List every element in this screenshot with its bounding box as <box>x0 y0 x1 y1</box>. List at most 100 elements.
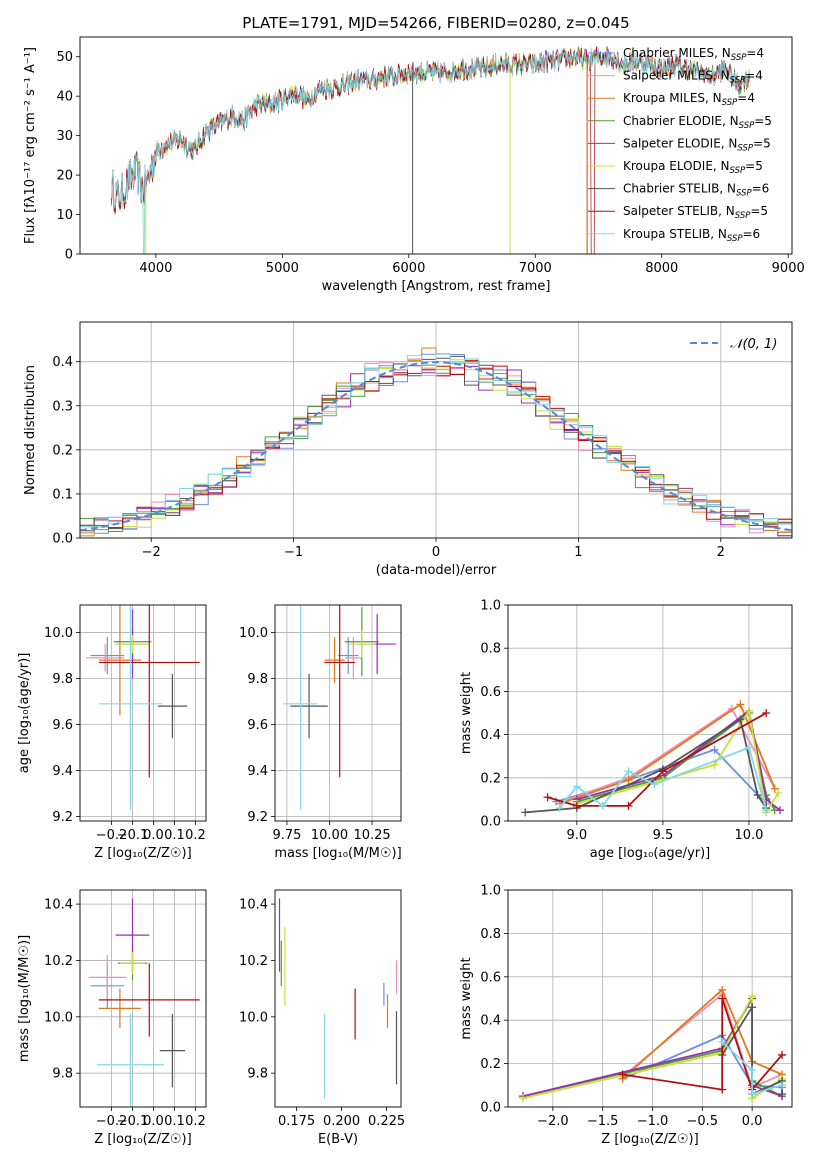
x-tick-label: 9000 <box>772 261 805 276</box>
y-tick-label: 10.2 <box>44 954 73 969</box>
y-tick-label: 1.0 <box>480 884 501 899</box>
y-tick-label: 9.8 <box>52 672 73 687</box>
y-tick-label: 9.2 <box>52 810 73 825</box>
errorbar-point <box>115 634 150 654</box>
y-tick-label: 10.0 <box>239 1010 268 1025</box>
x-tick-label: 2 <box>717 545 725 560</box>
y-tick-label: 0.1 <box>52 487 73 502</box>
weight-marker <box>555 804 564 813</box>
x-tick-label: 0.0 <box>742 1114 763 1129</box>
errorbar-point <box>98 605 200 778</box>
y-tick-label: 9.4 <box>247 764 268 779</box>
weight-marker <box>770 784 779 793</box>
weight-marker <box>518 1094 527 1103</box>
x-tick-label: −0.5 <box>687 1114 719 1129</box>
x-tick-label: 1 <box>574 545 582 560</box>
weight-marker <box>778 1081 787 1090</box>
y-tick-label: 10.0 <box>44 626 73 641</box>
weight-series-salpeter-stelib <box>543 709 771 810</box>
weight-marker <box>748 1066 757 1075</box>
y-tick-label: 50 <box>56 50 73 65</box>
legend-entry: Kroupa ELODIE, NSSP=5 <box>623 159 763 176</box>
errorbar-point <box>338 637 359 674</box>
x-tick-label: 4000 <box>139 261 172 276</box>
x-tick-label: −1.5 <box>587 1114 619 1129</box>
weight-marker <box>624 767 633 776</box>
y-tick-label: 0.6 <box>480 685 501 700</box>
mass_vs_ebv-plot-area <box>278 898 398 1099</box>
mass_vs_ebv-xlabel: E(B-V) <box>318 1132 358 1147</box>
errorbar-point <box>290 673 328 739</box>
spectrum-xlabel: wavelength [Angstrom, rest frame] <box>322 279 551 294</box>
weight_vs_age-axes: 9.0 9.5 10.0 0.0 0.2 0.4 0.6 0.8 1.0 age [log₁₀(a… <box>459 599 793 861</box>
errorbar-point <box>324 637 345 684</box>
errorbar-point <box>88 954 127 1000</box>
errorbar-point <box>344 637 362 679</box>
weight-marker <box>624 775 633 784</box>
errorbar-point <box>98 605 162 810</box>
y-tick-label: 30 <box>56 129 73 144</box>
weight-marker <box>736 700 745 709</box>
errorbar-point <box>96 1014 164 1107</box>
age_vs_Z-ylabel: age [log₁₀(age/yr)] <box>17 653 32 774</box>
x-tick-label: −0.2 <box>96 828 128 843</box>
y-tick-label: 0.4 <box>52 355 73 370</box>
errorbar-point <box>119 952 146 975</box>
x-tick-label: 10.00 <box>311 828 348 843</box>
y-tick-label: 0.2 <box>52 443 73 458</box>
weight-series-kroupa-stelib <box>555 743 771 815</box>
weight-marker <box>572 801 581 810</box>
x-tick-label: 0.175 <box>278 1114 315 1129</box>
spectrum-ylabel: Flux [fλ10⁻¹⁷ erg cm⁻² s⁻¹ A⁻¹] <box>23 47 38 244</box>
mass_vs_Z-frame <box>79 889 207 1108</box>
weight-series-kroupa-stelib <box>718 1037 787 1098</box>
x-tick-label: 0.0 <box>143 1114 164 1129</box>
y-tick-label: 9.6 <box>52 718 73 733</box>
y-tick-label: 9.6 <box>247 718 268 733</box>
residuals-xlabel: (data-model)/error <box>376 563 497 578</box>
residuals-frame <box>79 321 793 539</box>
spectrum-title: PLATE=1791, MJD=54266, FIBERID=0280, z=0… <box>242 14 629 32</box>
weight-marker <box>650 780 659 789</box>
legend-entry: Chabrier ELODIE, NSSP=5 <box>623 114 772 131</box>
mass_vs_ebv-frame <box>274 889 402 1108</box>
weight_vs_Z-frame <box>507 889 793 1108</box>
weight-marker <box>778 1050 787 1059</box>
y-tick-label: 0.0 <box>480 815 501 830</box>
residuals-axes: −2 −1 0 1 2 0.0 0.1 0.2 0.3 0.4 (data-model)/error… <box>23 321 793 578</box>
weight-marker <box>744 743 753 752</box>
weight_vs_Z-ylabel: mass weight <box>459 957 474 1039</box>
weight-marker <box>543 793 552 802</box>
x-tick-label: 0.0 <box>143 828 164 843</box>
x-tick-label: 8000 <box>645 261 678 276</box>
errorbar-point <box>98 988 141 1029</box>
y-tick-label: 9.8 <box>52 1067 73 1082</box>
weight-marker <box>658 767 667 776</box>
weight-marker <box>618 1070 627 1079</box>
weight-marker <box>736 715 745 724</box>
weight-marker <box>718 1037 727 1046</box>
mass_vs_Z-plot-area <box>80 890 206 1107</box>
age_vs_Z-frame <box>79 604 207 822</box>
weight-marker <box>774 788 783 797</box>
x-tick-label: 0.1 <box>164 828 185 843</box>
x-tick-label: 0.225 <box>368 1114 405 1129</box>
y-tick-label: 20 <box>56 169 73 184</box>
y-tick-label: 0.8 <box>480 642 501 657</box>
weight-marker <box>598 801 607 810</box>
x-tick-label: 10.0 <box>734 828 763 843</box>
weight_vs_age-frame <box>507 604 793 822</box>
y-tick-label: 10.0 <box>44 1010 73 1025</box>
x-tick-label: −1 <box>284 545 303 560</box>
weight-marker <box>710 760 719 769</box>
residuals-ylabel: Normed distribution <box>23 365 38 495</box>
x-tick-label: −0.1 <box>117 828 149 843</box>
y-tick-label: 0.4 <box>480 728 501 743</box>
y-tick-label: 0.0 <box>52 532 73 547</box>
weight_vs_age-ylabel: mass weight <box>459 672 474 754</box>
spectrum-legend: Chabrier MILES, NSSP=4 Salpeter MILES, NS… <box>588 46 772 244</box>
x-tick-label: −0.2 <box>96 1114 128 1129</box>
weight_vs_age-xlabel: age [log₁₀(age/yr)] <box>590 846 711 861</box>
errorbar-point <box>348 630 376 658</box>
